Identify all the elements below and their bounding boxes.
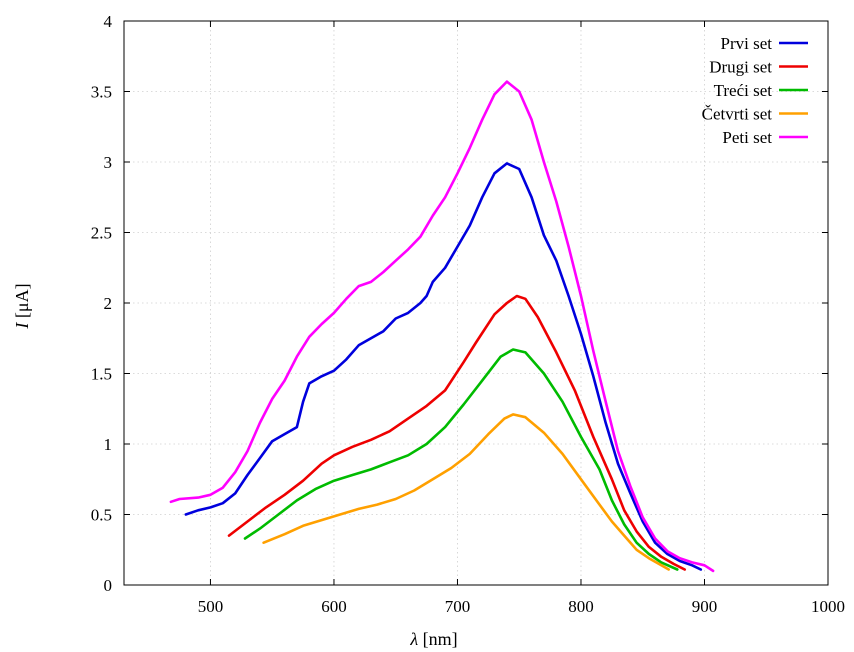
series-line: [243, 348, 679, 571]
legend-label: Četvrti set: [702, 105, 773, 124]
axis-ticks: 500 600 700 800 900 1000 0 0.5 1 1.5 2 2.5 3 3.5 4: [91, 12, 845, 616]
x-tick-label: 700: [445, 597, 471, 616]
x-tick-label: 600: [321, 597, 347, 616]
y-tick-label: 2.5: [91, 224, 112, 243]
series-line: [262, 413, 670, 571]
y-tick-label: 1.5: [91, 365, 112, 384]
x-axis-symbol: λ: [409, 629, 418, 649]
legend: Prvi set Drugi set Treći set Četvrti set Pet…: [702, 34, 808, 147]
y-axis-label: I [μA]: [12, 283, 32, 329]
y-tick-label: 0.5: [91, 506, 112, 525]
x-tick-label: 800: [568, 597, 594, 616]
y-axis-unit: [μA]: [12, 283, 32, 318]
x-tick-label: 500: [198, 597, 224, 616]
series-line: [169, 80, 715, 573]
x-tick-label: 900: [692, 597, 718, 616]
y-tick-label: 0: [104, 576, 113, 595]
x-tick-label: 1000: [811, 597, 845, 616]
y-tick-label: 3.5: [91, 83, 112, 102]
x-axis-unit: [nm]: [423, 629, 458, 649]
y-tick-label: 1: [104, 435, 113, 454]
y-axis-symbol: I: [12, 322, 32, 330]
legend-label: Peti set: [722, 128, 772, 147]
y-tick-label: 2: [104, 294, 113, 313]
legend-label: Prvi set: [721, 34, 773, 53]
y-tick-label: 4: [104, 12, 113, 31]
series-line: [227, 294, 686, 571]
y-tick-label: 3: [104, 153, 113, 172]
series-lines: [169, 80, 715, 573]
legend-label: Drugi set: [709, 58, 772, 77]
legend-label: Treći set: [714, 81, 773, 100]
series-line: [184, 162, 703, 571]
x-axis-label: λ [nm]: [409, 629, 457, 649]
